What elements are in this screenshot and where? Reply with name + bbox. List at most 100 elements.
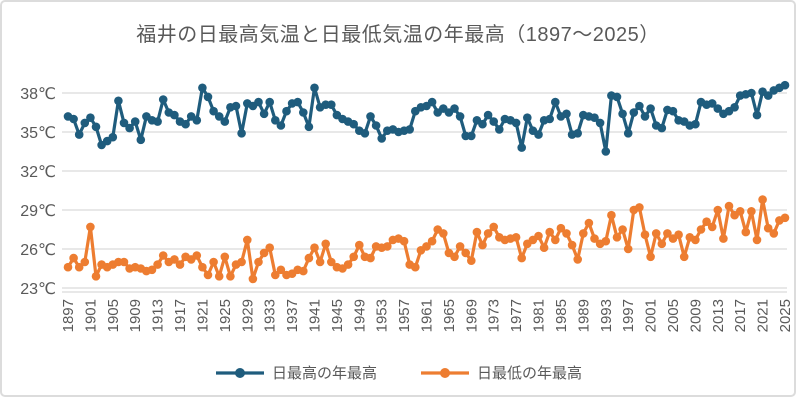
data-point-min [567,240,577,250]
data-point-min [635,203,644,212]
data-point-min [86,222,95,232]
x-axis-label: 1989 [575,299,592,332]
y-axis-label: 29℃ [20,203,56,220]
data-point-max [595,118,605,128]
data-point-min [327,257,336,267]
data-point-max [590,113,599,122]
legend-label-min: 日最低の年最高 [477,365,583,382]
data-point-max [108,132,118,142]
legend-marker-min-icon [421,367,469,378]
data-point-max [265,97,275,107]
data-point-min [209,257,218,267]
series-min-line [66,198,787,281]
x-axis-label: 1949 [351,299,368,332]
data-point-max [713,104,723,113]
x-axis-label: 2025 [777,299,794,332]
data-point-min [80,257,90,267]
y-axis-label: 32℃ [20,164,56,181]
data-point-max [534,130,543,139]
data-point-max [612,92,622,102]
data-point-min [243,235,252,245]
chart-title: 福井の日最高気温と日最低気温の年最高（1897～2025） [136,24,660,46]
data-point-min [607,210,616,220]
x-axis-label: 1933 [262,299,279,332]
data-point-min [702,217,711,226]
data-point-min [366,253,375,263]
data-point-min [91,272,101,281]
x-axis-label: 1937 [284,299,301,332]
data-point-min [259,248,269,258]
data-point-max [276,121,286,130]
data-point-min [315,257,325,267]
data-point-min [276,265,286,275]
x-axis-label: 1973 [486,299,503,332]
data-point-min [478,240,487,250]
x-axis-label: 1997 [620,299,637,332]
data-point-min [713,205,723,215]
data-point-min [175,260,185,269]
x-axis-label: 1929 [239,299,256,332]
data-point-max [181,119,190,129]
data-point-min [758,195,767,204]
x-axis-label: 2021 [755,299,772,332]
data-point-min [573,255,582,264]
data-point-max [214,112,224,121]
data-point-min [696,225,706,234]
data-point-min [590,234,599,243]
x-axis-label: 1957 [396,299,413,332]
data-point-min [511,233,521,242]
x-axis-label: 1977 [508,299,525,332]
x-axis-label: 2005 [665,299,682,332]
data-point-max [668,106,678,116]
legend-marker-max-icon [215,367,264,378]
data-point-max [517,143,526,152]
x-axis-label: 1917 [172,299,189,332]
data-point-min [321,239,331,249]
data-point-min [399,236,409,246]
x-axis-label: 1961 [419,299,436,332]
data-point-min [679,252,689,262]
y-axis-label: 35℃ [20,125,56,142]
x-axis-label: 1897 [60,299,77,332]
legend-dot-icon [440,367,450,378]
data-point-max [551,97,560,107]
data-point-max [747,88,756,98]
x-axis-label: 1965 [441,299,458,332]
data-point-max [91,122,101,132]
legend-label-max: 日最高の年最高 [271,365,377,382]
data-point-max [691,119,700,129]
data-point-max [153,117,162,126]
data-point-min [562,229,571,238]
data-point-min [455,242,465,251]
data-point-max [299,108,308,117]
data-point-min [612,233,622,242]
data-point-min [343,260,353,269]
data-point-max [158,95,168,104]
data-point-min [719,234,728,243]
data-point-min [74,262,84,272]
data-point-max [640,112,650,121]
data-point-max [231,101,241,111]
x-axis-label: 1981 [531,299,548,332]
data-point-max [136,135,146,145]
data-point-min [271,270,280,280]
data-point-min [349,252,359,262]
x-axis-label: 1993 [598,299,615,332]
data-point-min [691,235,700,245]
data-point-min [483,229,493,238]
data-point-max [192,116,202,125]
data-point-max [601,147,611,156]
x-axis-label: 1901 [82,299,99,332]
data-point-min [601,236,611,246]
x-axis-label: 1909 [127,299,144,332]
data-point-min [192,251,202,260]
data-point-max [259,109,269,119]
data-point-min [551,235,560,245]
data-point-max [310,83,319,93]
data-point-max [455,112,465,121]
data-point-min [763,223,773,233]
x-axis-label: 2009 [687,299,704,332]
data-point-min [450,252,459,262]
data-point-min [69,253,78,263]
